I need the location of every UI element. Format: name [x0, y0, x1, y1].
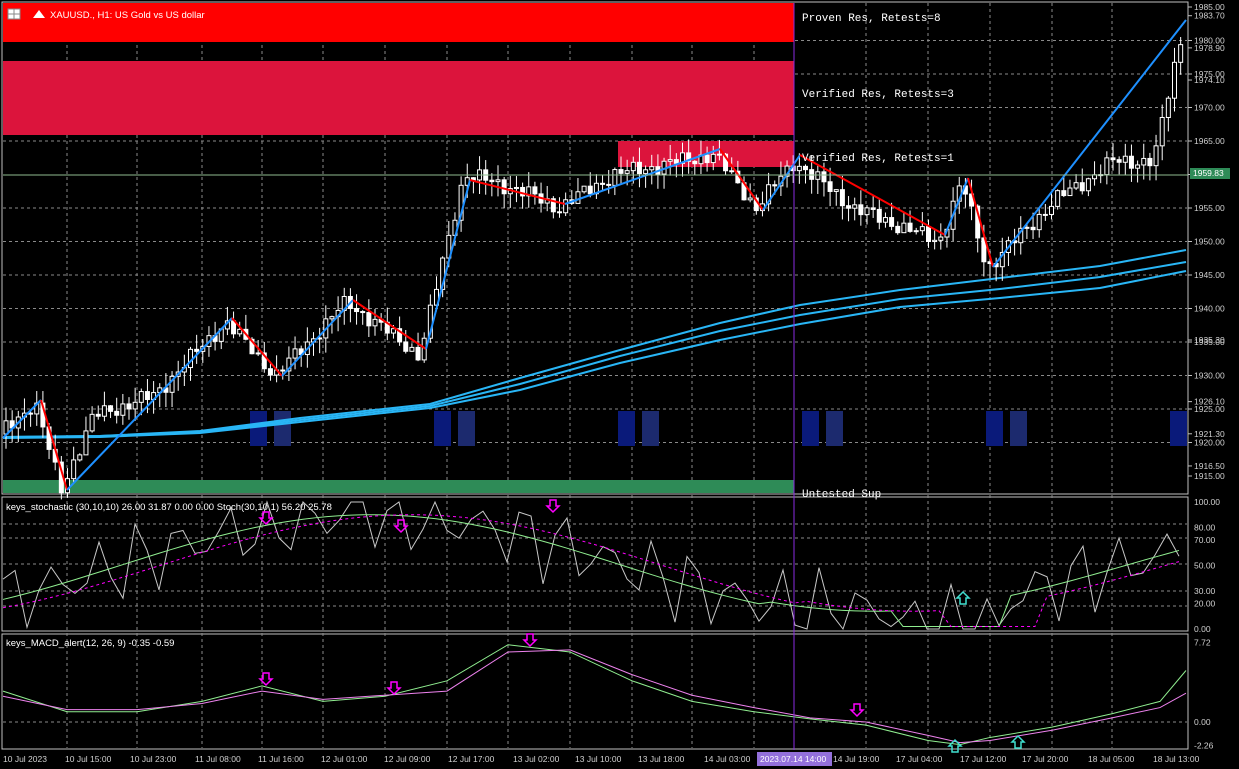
time-label: 17 Jul 04:00 — [896, 754, 943, 764]
stoch-panel-border — [1, 496, 1189, 632]
zigzag — [2, 19, 1187, 491]
time-label: 12 Jul 01:00 — [321, 754, 368, 764]
zone-verified-res-3 — [3, 61, 794, 135]
zone-proven-res — [3, 3, 794, 42]
grid — [3, 3, 1187, 748]
stoch-fast-line — [2, 500, 1180, 631]
price-tick: 1935.30 — [1194, 335, 1225, 345]
time-label: 10 Jul 15:00 — [65, 754, 112, 764]
time-label: 14 Jul 19:00 — [833, 754, 880, 764]
arrow-up-icon — [947, 738, 963, 753]
time-label: 13 Jul 18:00 — [638, 754, 685, 764]
arrow-down-icon — [545, 499, 561, 514]
price-tick: 1965.00 — [1194, 136, 1225, 146]
macd-signal-line — [2, 649, 1187, 744]
zone-label-verified-3: Verified Res, Retests=3 — [802, 89, 954, 101]
stoch-title: keys_stochastic (30,10,10) 26.00 31.87 0… — [6, 502, 332, 513]
current-price-label: 1959.83 — [1193, 168, 1224, 178]
cursor-time-label: 2023.07.14 14:00 — [760, 754, 826, 764]
zone-label-proven: Proven Res, Retests=8 — [802, 13, 941, 25]
price-tick: 1940.00 — [1194, 304, 1225, 314]
arrow-down-icon — [386, 681, 402, 696]
time-label: 11 Jul 08:00 — [195, 754, 241, 764]
price-tick: 1935.00 — [1194, 337, 1225, 347]
time-label: 17 Jul 12:00 — [960, 754, 1007, 764]
time-label: 12 Jul 09:00 — [384, 754, 431, 764]
window-title-bar: XAUUSD., H1: US Gold vs US dollar — [7, 8, 205, 21]
stoch-main-line — [2, 514, 1180, 627]
main-panel-border — [1, 1, 1189, 495]
stoch-tick: 70.00 — [1194, 535, 1216, 545]
price-tick: 1974.10 — [1194, 75, 1225, 85]
price-tick: 1978.90 — [1194, 43, 1225, 53]
time-label: 11 Jul 16:00 — [258, 754, 304, 764]
up-arrow-icon[interactable] — [33, 10, 45, 18]
time-label: 12 Jul 17:00 — [448, 754, 495, 764]
price-tick: 1916.50 — [1194, 461, 1225, 471]
stoch-tick: 30.00 — [1194, 586, 1216, 596]
macd-tick: -2.26 — [1194, 740, 1214, 750]
time-label: 10 Jul 2023 — [3, 754, 47, 764]
candlesticks — [3, 37, 1184, 500]
time-label: 13 Jul 02:00 — [513, 754, 560, 764]
price-tick: 1930.00 — [1194, 371, 1225, 381]
stochastic-panel: keys_stochastic (30,10,10) 26.00 31.87 0… — [2, 500, 1180, 631]
arrow-up-icon — [955, 590, 971, 605]
time-label: 13 Jul 10:00 — [575, 754, 622, 764]
zone-untested-sup — [3, 480, 794, 493]
macd-tick: 0.00 — [1194, 717, 1211, 727]
stoch-tick: 50.00 — [1194, 561, 1216, 571]
arrow-down-icon — [522, 633, 538, 648]
macd-main-line — [2, 644, 1187, 746]
price-tick: 1983.70 — [1194, 11, 1225, 21]
time-label: 18 Jul 13:00 — [1153, 754, 1200, 764]
moving-averages — [2, 249, 1187, 439]
price-tick: 1980.00 — [1194, 36, 1225, 46]
arrow-down-icon — [849, 703, 865, 718]
price-tick: 1920.00 — [1194, 438, 1225, 448]
signal-arrows — [258, 499, 1026, 753]
time-label: 14 Jul 03:00 — [704, 754, 751, 764]
price-tick: 1926.10 — [1194, 397, 1225, 407]
macd-panel: keys_MACD_alert(12, 26, 9) -0.35 -0.59 — [2, 638, 1187, 746]
macd-tick: 7.72 — [1194, 637, 1211, 647]
price-tick: 1950.00 — [1194, 237, 1225, 247]
stoch-tick: 100.00 — [1194, 497, 1220, 507]
price-tick: 1945.00 — [1194, 270, 1225, 280]
price-tick: 1985.00 — [1194, 2, 1225, 12]
price-tick: 1915.00 — [1194, 471, 1225, 481]
arrow-down-icon — [258, 511, 274, 526]
zones — [3, 3, 794, 493]
stoch-axis: 100.00 80.00 70.00 50.00 30.00 20.00 0.00 — [1194, 497, 1220, 634]
price-tick: 1975.00 — [1194, 69, 1225, 79]
time-label: 10 Jul 23:00 — [130, 754, 177, 764]
cursor-time-box — [757, 752, 832, 766]
price-tick: 1955.00 — [1194, 203, 1225, 213]
arrow-down-icon — [258, 672, 274, 687]
signal-boxes — [250, 411, 1187, 446]
stoch-signal-line — [2, 514, 1180, 627]
zone-label-untested: Untested Sup — [802, 489, 881, 501]
macd-panel-border — [1, 633, 1189, 750]
price-tick: 1921.30 — [1194, 429, 1225, 439]
stoch-tick: 80.00 — [1194, 522, 1216, 532]
arrow-down-icon — [393, 519, 409, 534]
macd-title: keys_MACD_alert(12, 26, 9) -0.35 -0.59 — [6, 638, 174, 649]
arrow-up-icon — [1010, 734, 1026, 749]
price-tick: 1970.00 — [1194, 103, 1225, 113]
stoch-tick: 20.00 — [1194, 599, 1216, 609]
zone-label-verified-1: Verified Res, Retests=1 — [802, 153, 954, 165]
price-tick: 1925.00 — [1194, 404, 1225, 414]
stoch-tick: 0.00 — [1194, 624, 1211, 634]
window-title: XAUUSD., H1: US Gold vs US dollar — [50, 10, 205, 21]
time-label: 18 Jul 05:00 — [1088, 754, 1135, 764]
time-axis: 10 Jul 2023 10 Jul 15:00 10 Jul 23:00 11 Ju… — [3, 754, 1200, 764]
macd-axis: 7.72 0.00 -2.26 — [1194, 637, 1214, 750]
time-label: 17 Jul 20:00 — [1022, 754, 1069, 764]
current-price-box — [1190, 168, 1230, 179]
